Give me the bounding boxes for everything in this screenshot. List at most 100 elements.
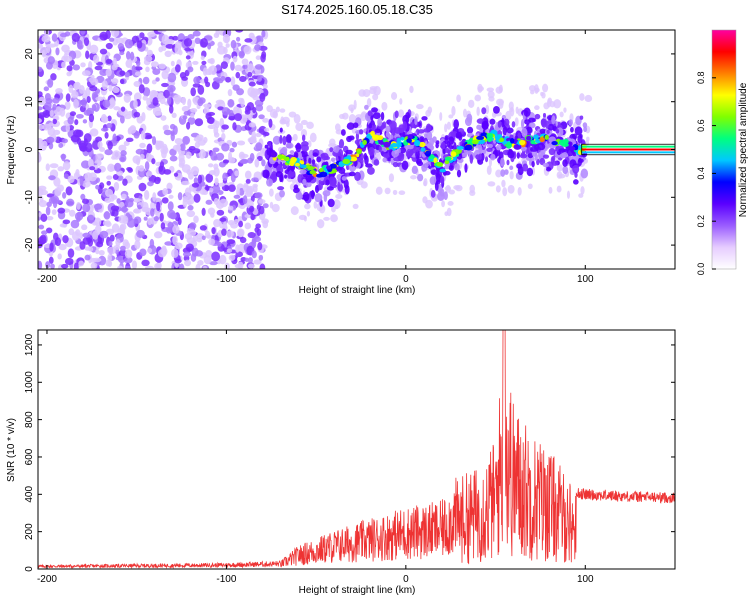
heatmap-cell <box>64 257 74 266</box>
heatmap-cell <box>99 31 108 41</box>
heatmap-cell <box>275 106 280 113</box>
heatmap-cell <box>101 80 108 90</box>
y-tick-label: -20 <box>24 237 35 252</box>
heatmap-cell <box>214 177 219 186</box>
heatmap-cell <box>120 150 127 157</box>
heatmap-cell <box>519 153 528 159</box>
heatmap-cell <box>451 105 456 116</box>
heatmap-cell <box>248 81 256 87</box>
heatmap-cell <box>105 68 112 77</box>
heatmap-cell <box>244 213 253 219</box>
heatmap-cell <box>169 86 174 97</box>
heatmap-cell <box>390 92 398 100</box>
heatmap-cell <box>522 163 529 172</box>
heatmap-cell <box>562 165 569 175</box>
heatmap-cell <box>158 165 164 172</box>
heatmap-cell <box>157 93 163 102</box>
heatmap-cell <box>319 171 328 178</box>
heatmap-cell <box>306 121 314 130</box>
heatmap-cell <box>224 185 230 192</box>
heatmap-cell <box>153 231 163 239</box>
heatmap-cell <box>425 199 433 209</box>
heatmap-cell <box>226 239 236 245</box>
heatmap-cell <box>258 254 264 261</box>
heatmap-cell <box>139 153 145 160</box>
heatmap-cell <box>411 165 418 175</box>
heatmap-cell <box>448 114 454 119</box>
heatmap-cell <box>187 205 194 211</box>
heatmap-cell <box>209 187 214 193</box>
heatmap-cell <box>58 243 67 251</box>
heatmap-cell <box>118 144 127 152</box>
heatmap-cell <box>577 134 583 144</box>
heatmap-cell <box>95 184 100 190</box>
heatmap-cell <box>256 204 262 211</box>
heatmap-cell <box>46 136 55 144</box>
heatmap-cell <box>251 250 257 259</box>
heatmap-cell <box>553 99 562 109</box>
heatmap-cell <box>71 90 79 99</box>
heatmap-cell <box>367 110 373 117</box>
heatmap-cell <box>436 171 440 177</box>
heatmap-cell <box>75 229 81 236</box>
heatmap-cell <box>186 210 196 218</box>
heatmap-cell <box>145 152 152 162</box>
heatmap-cell <box>476 135 485 140</box>
heatmap-cell <box>146 97 151 106</box>
heatmap-cell <box>440 175 445 184</box>
heatmap-cell <box>313 201 318 209</box>
heatmap-cell <box>118 154 127 163</box>
heatmap-cell <box>289 150 295 155</box>
heatmap-cell <box>204 76 209 84</box>
heatmap-cell <box>66 71 72 77</box>
heatmap-cell <box>105 58 113 65</box>
heatmap-cell <box>372 134 380 141</box>
heatmap-cell <box>371 107 379 113</box>
heatmap-cell <box>215 64 221 71</box>
heatmap-cell <box>79 175 84 186</box>
heatmap-cell <box>123 93 131 103</box>
heatmap-cell <box>136 40 143 49</box>
heatmap-cell <box>388 173 395 183</box>
heatmap-cell <box>395 142 402 148</box>
y-tick-label: 20 <box>24 48 35 60</box>
heatmap-cell <box>300 119 308 126</box>
heatmap-cell <box>45 227 53 234</box>
heatmap-cell <box>378 145 382 153</box>
heatmap-cell <box>194 118 204 127</box>
heatmap-cell <box>503 118 510 126</box>
heatmap-cell <box>582 122 588 129</box>
heatmap-cell <box>164 50 172 58</box>
heatmap-cell <box>558 139 567 146</box>
x-tick-label: 0 <box>403 574 409 585</box>
colorbar-tick-label: 0.6 <box>696 119 706 132</box>
heatmap-cell <box>207 42 212 50</box>
heatmap-cell <box>178 157 186 167</box>
heatmap-cell <box>314 185 320 194</box>
heatmap-cell <box>261 30 266 38</box>
heatmap-cell <box>146 170 153 177</box>
heatmap-cell <box>233 219 240 224</box>
heatmap-cell <box>152 97 159 106</box>
heatmap-cell <box>119 51 125 56</box>
colorbar-tick-label: 0.4 <box>696 167 706 180</box>
heatmap-cell <box>300 150 308 158</box>
heatmap-cell <box>38 224 45 230</box>
heatmap-cell <box>64 101 71 110</box>
chart-title: S174.2025.160.05.18.C35 <box>281 2 433 17</box>
heatmap-cell <box>127 126 137 134</box>
heatmap-cell <box>464 144 473 151</box>
heatmap-cell <box>45 261 51 269</box>
heatmap-cell <box>61 153 66 162</box>
heatmap-cell <box>153 216 160 222</box>
heatmap-cell <box>83 37 90 46</box>
heatmap-cell <box>170 60 175 67</box>
heatmap-cell <box>107 253 112 263</box>
heatmap-cell <box>47 127 56 137</box>
heatmap-cell <box>104 132 109 139</box>
heatmap-cell <box>453 185 461 190</box>
heatmap-cell <box>134 71 142 77</box>
heatmap-cell <box>420 147 426 152</box>
heatmap-cell <box>95 136 103 143</box>
heatmap-cell <box>48 175 56 181</box>
